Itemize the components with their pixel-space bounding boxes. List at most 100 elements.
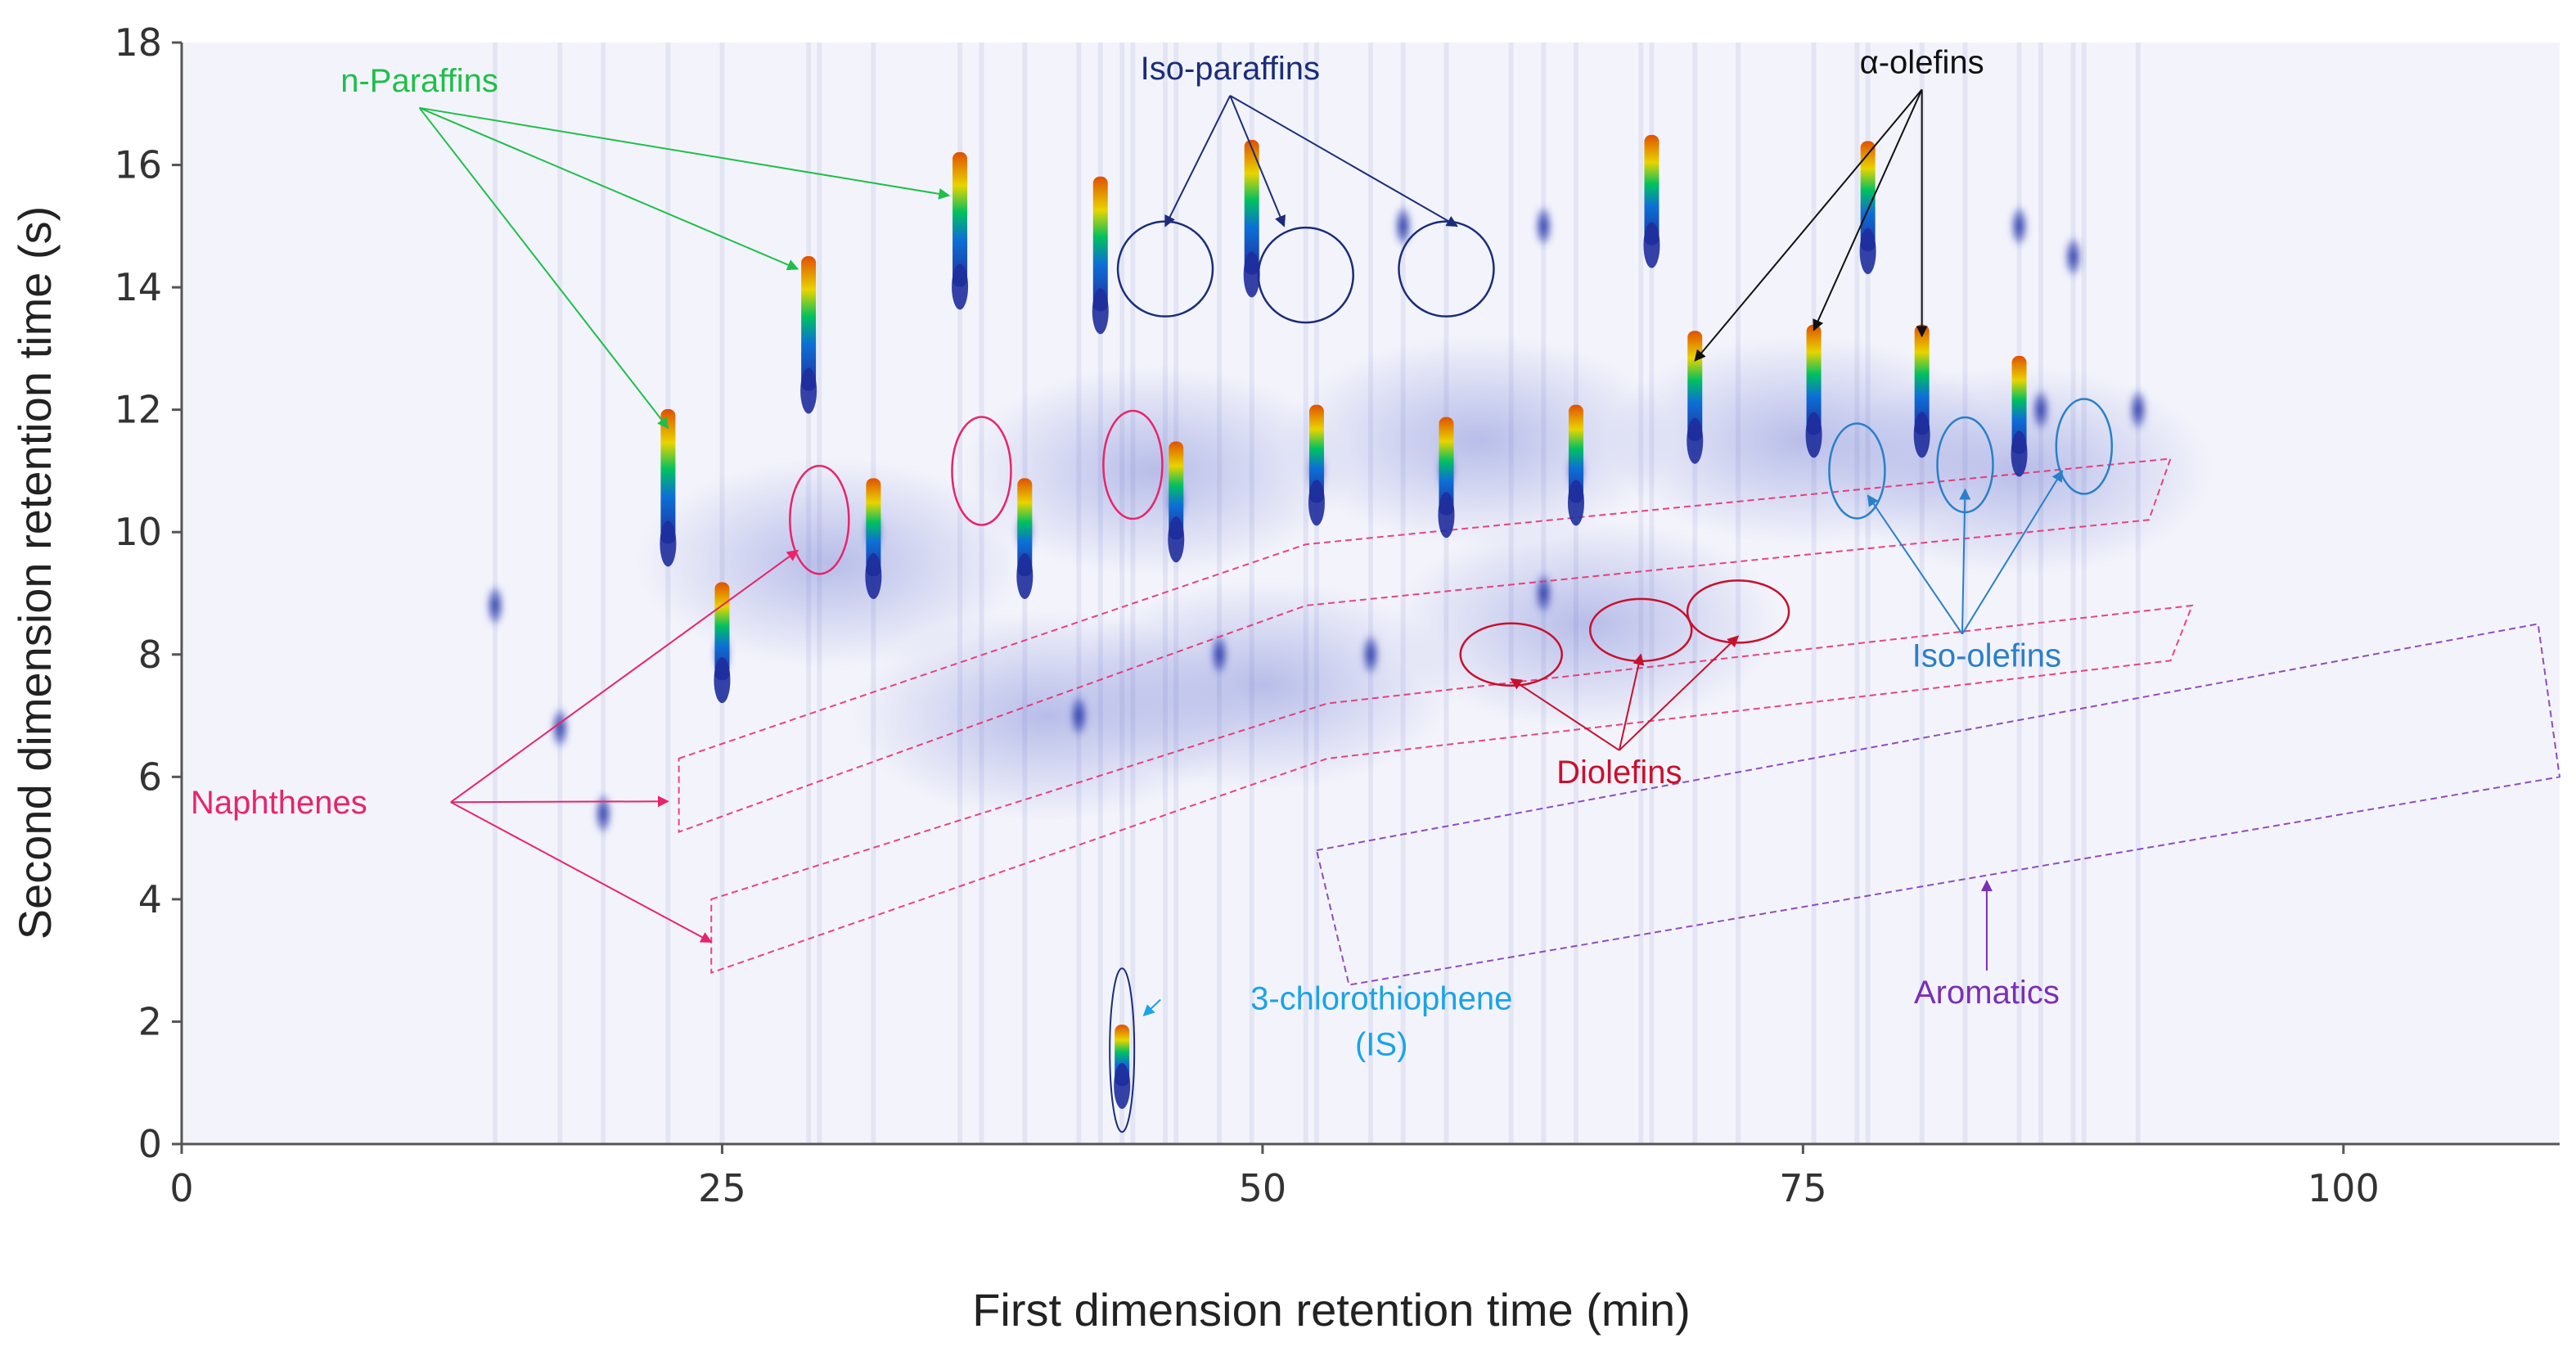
unsaturated-peak-tail — [1016, 553, 1034, 600]
ticks: 0 25 50 75 100 0 2 4 6 8 10 12 14 16 18 — [114, 20, 2379, 1210]
annotation-label: Naphthenes — [191, 785, 367, 821]
is-circle — [1109, 967, 1136, 1133]
annotation-arrow — [418, 107, 669, 430]
annotation-arrows — [418, 88, 2064, 1016]
n-paraffin-peak-tail — [952, 264, 969, 310]
minor-peak — [1070, 694, 1088, 737]
annotation-arrow — [1619, 635, 1740, 751]
annotation-arrow — [1164, 95, 1232, 228]
unsaturated-peak-tail — [1308, 480, 1325, 526]
annotation-arrow — [1959, 488, 1971, 634]
n-paraffin-peak — [1244, 139, 1259, 275]
annotation-arrow — [1229, 94, 1458, 228]
annotation-label: Aromatics — [1914, 975, 2060, 1011]
minor-peak — [2010, 205, 2029, 248]
x-tick-label: 25 — [698, 1166, 746, 1210]
unsaturated-peak-tail — [2011, 430, 2028, 477]
y-tick-label: 10 — [114, 510, 162, 554]
n-paraffin-peak — [801, 255, 817, 391]
annotation-arrow — [419, 106, 951, 200]
naphthene-circle — [789, 465, 850, 575]
unsaturated-peak — [714, 582, 730, 681]
n-paraffin-peak — [1092, 176, 1108, 312]
x-tick-label: 50 — [1239, 1166, 1287, 1210]
annotation-arrow — [450, 795, 669, 808]
naphthenes-region-upper — [678, 457, 2172, 834]
iso-olefin-circle — [1828, 422, 1886, 520]
unsaturated-peak — [1568, 404, 1583, 503]
y-tick-label: 2 — [138, 999, 162, 1043]
alpha-olefin-peak-tail — [1805, 412, 1822, 458]
group-regions — [678, 457, 2561, 986]
streak — [1097, 43, 1103, 1144]
streak — [2081, 43, 2087, 1144]
streak — [2038, 43, 2043, 1144]
x-axis-title: First dimension retention time (min) — [972, 1284, 1691, 1336]
annotation-arrow — [1694, 88, 1923, 362]
unsaturated-peak — [1017, 478, 1033, 577]
annotation-label: 3-chlorothiophene — [1250, 980, 1512, 1016]
y-tick-label: 0 — [138, 1122, 162, 1166]
streak — [1811, 43, 1817, 1144]
unsaturated-peak-tail — [1168, 516, 1185, 563]
alpha-olefin-peak-tail — [1643, 222, 1660, 268]
minor-peak — [2064, 235, 2083, 278]
streak — [1854, 43, 1860, 1144]
naphthene-circle — [1102, 409, 1164, 520]
annotation-label: n-Paraffins — [340, 63, 498, 99]
y-tick-label: 12 — [114, 388, 162, 432]
annotation-label: α-olefins — [1860, 44, 1984, 80]
annotation-labels: n-Paraffins Iso-paraffins α-olefins Iso-ole… — [191, 44, 2061, 1062]
unsaturated-peak-tail — [865, 553, 882, 600]
x-tick-label: 0 — [169, 1166, 193, 1210]
y-tick-label: 18 — [114, 20, 162, 65]
minor-peak — [1362, 633, 1380, 676]
peak-markers — [660, 134, 2028, 1109]
annotation-arrow — [1961, 470, 2064, 635]
alpha-olefin-peak — [1860, 141, 1876, 251]
y-tick-label: 8 — [138, 633, 162, 677]
alpha-olefin-peak-tail — [1859, 228, 1876, 274]
annotation-label-line2: (IS) — [1355, 1026, 1407, 1062]
alpha-olefin-peak — [1644, 134, 1660, 246]
n-paraffin-peak-tail — [660, 520, 677, 567]
annotation-arrow — [450, 801, 713, 944]
streak — [2016, 43, 2022, 1144]
streak — [601, 43, 606, 1144]
minor-peak — [1210, 633, 1229, 676]
annotation-label: Iso-paraffins — [1141, 51, 1320, 87]
smear-patch — [1390, 517, 1784, 731]
naphthene-circle — [951, 416, 1012, 526]
annotation-arrow — [1813, 88, 1923, 331]
streak — [2070, 43, 2076, 1144]
n-paraffin-peak — [660, 408, 676, 544]
aromatics-region — [1315, 623, 2561, 986]
smear-patch — [633, 456, 1027, 669]
x-tick-label: 100 — [2308, 1166, 2380, 1210]
y-tick-label: 6 — [138, 755, 162, 799]
minor-peak — [1534, 205, 1553, 248]
streak — [1962, 43, 1968, 1144]
unsaturated-peak — [1169, 441, 1184, 540]
unsaturated-peak-tail — [1567, 480, 1584, 526]
streak — [1076, 43, 1082, 1144]
smear-patch — [957, 364, 1351, 578]
streak — [1919, 43, 1925, 1144]
y-axis-title: Second dimension retention time (s) — [9, 206, 61, 939]
minor-peak — [486, 583, 505, 627]
unsaturated-peak-tail — [1438, 492, 1455, 538]
alpha-olefin-peak-tail — [1687, 417, 1704, 464]
n-paraffin-peak — [952, 151, 968, 287]
minor-peak — [594, 792, 613, 836]
minor-peak — [1534, 572, 1553, 615]
annotation-arrow — [1510, 678, 1620, 751]
annotation-arrow — [419, 106, 799, 271]
alpha-olefin-peak-tail — [1913, 412, 1930, 458]
alpha-olefin-peak — [1806, 324, 1822, 435]
annotation-arrow — [1867, 494, 1963, 635]
smear-patch — [849, 609, 1243, 822]
axes — [180, 43, 2560, 1146]
unsaturated-peak — [866, 478, 881, 577]
y-tick-label: 4 — [138, 877, 162, 921]
minor-peak — [2128, 388, 2147, 431]
